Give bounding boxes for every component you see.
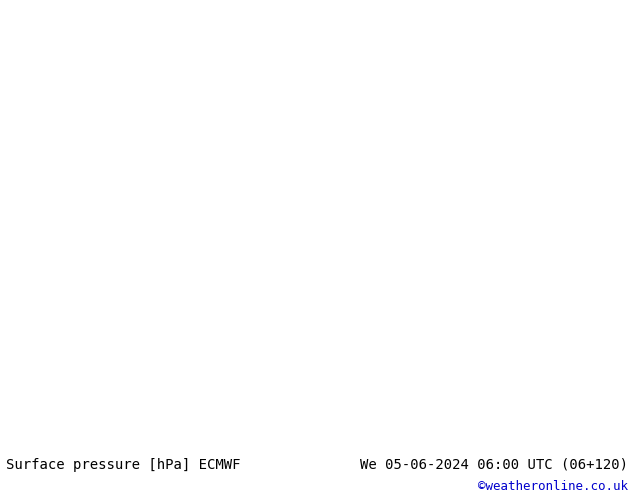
Text: We 05-06-2024 06:00 UTC (06+120): We 05-06-2024 06:00 UTC (06+120) — [359, 458, 628, 471]
Text: ©weatheronline.co.uk: ©weatheronline.co.uk — [477, 480, 628, 490]
Text: Surface pressure [hPa] ECMWF: Surface pressure [hPa] ECMWF — [6, 458, 241, 471]
